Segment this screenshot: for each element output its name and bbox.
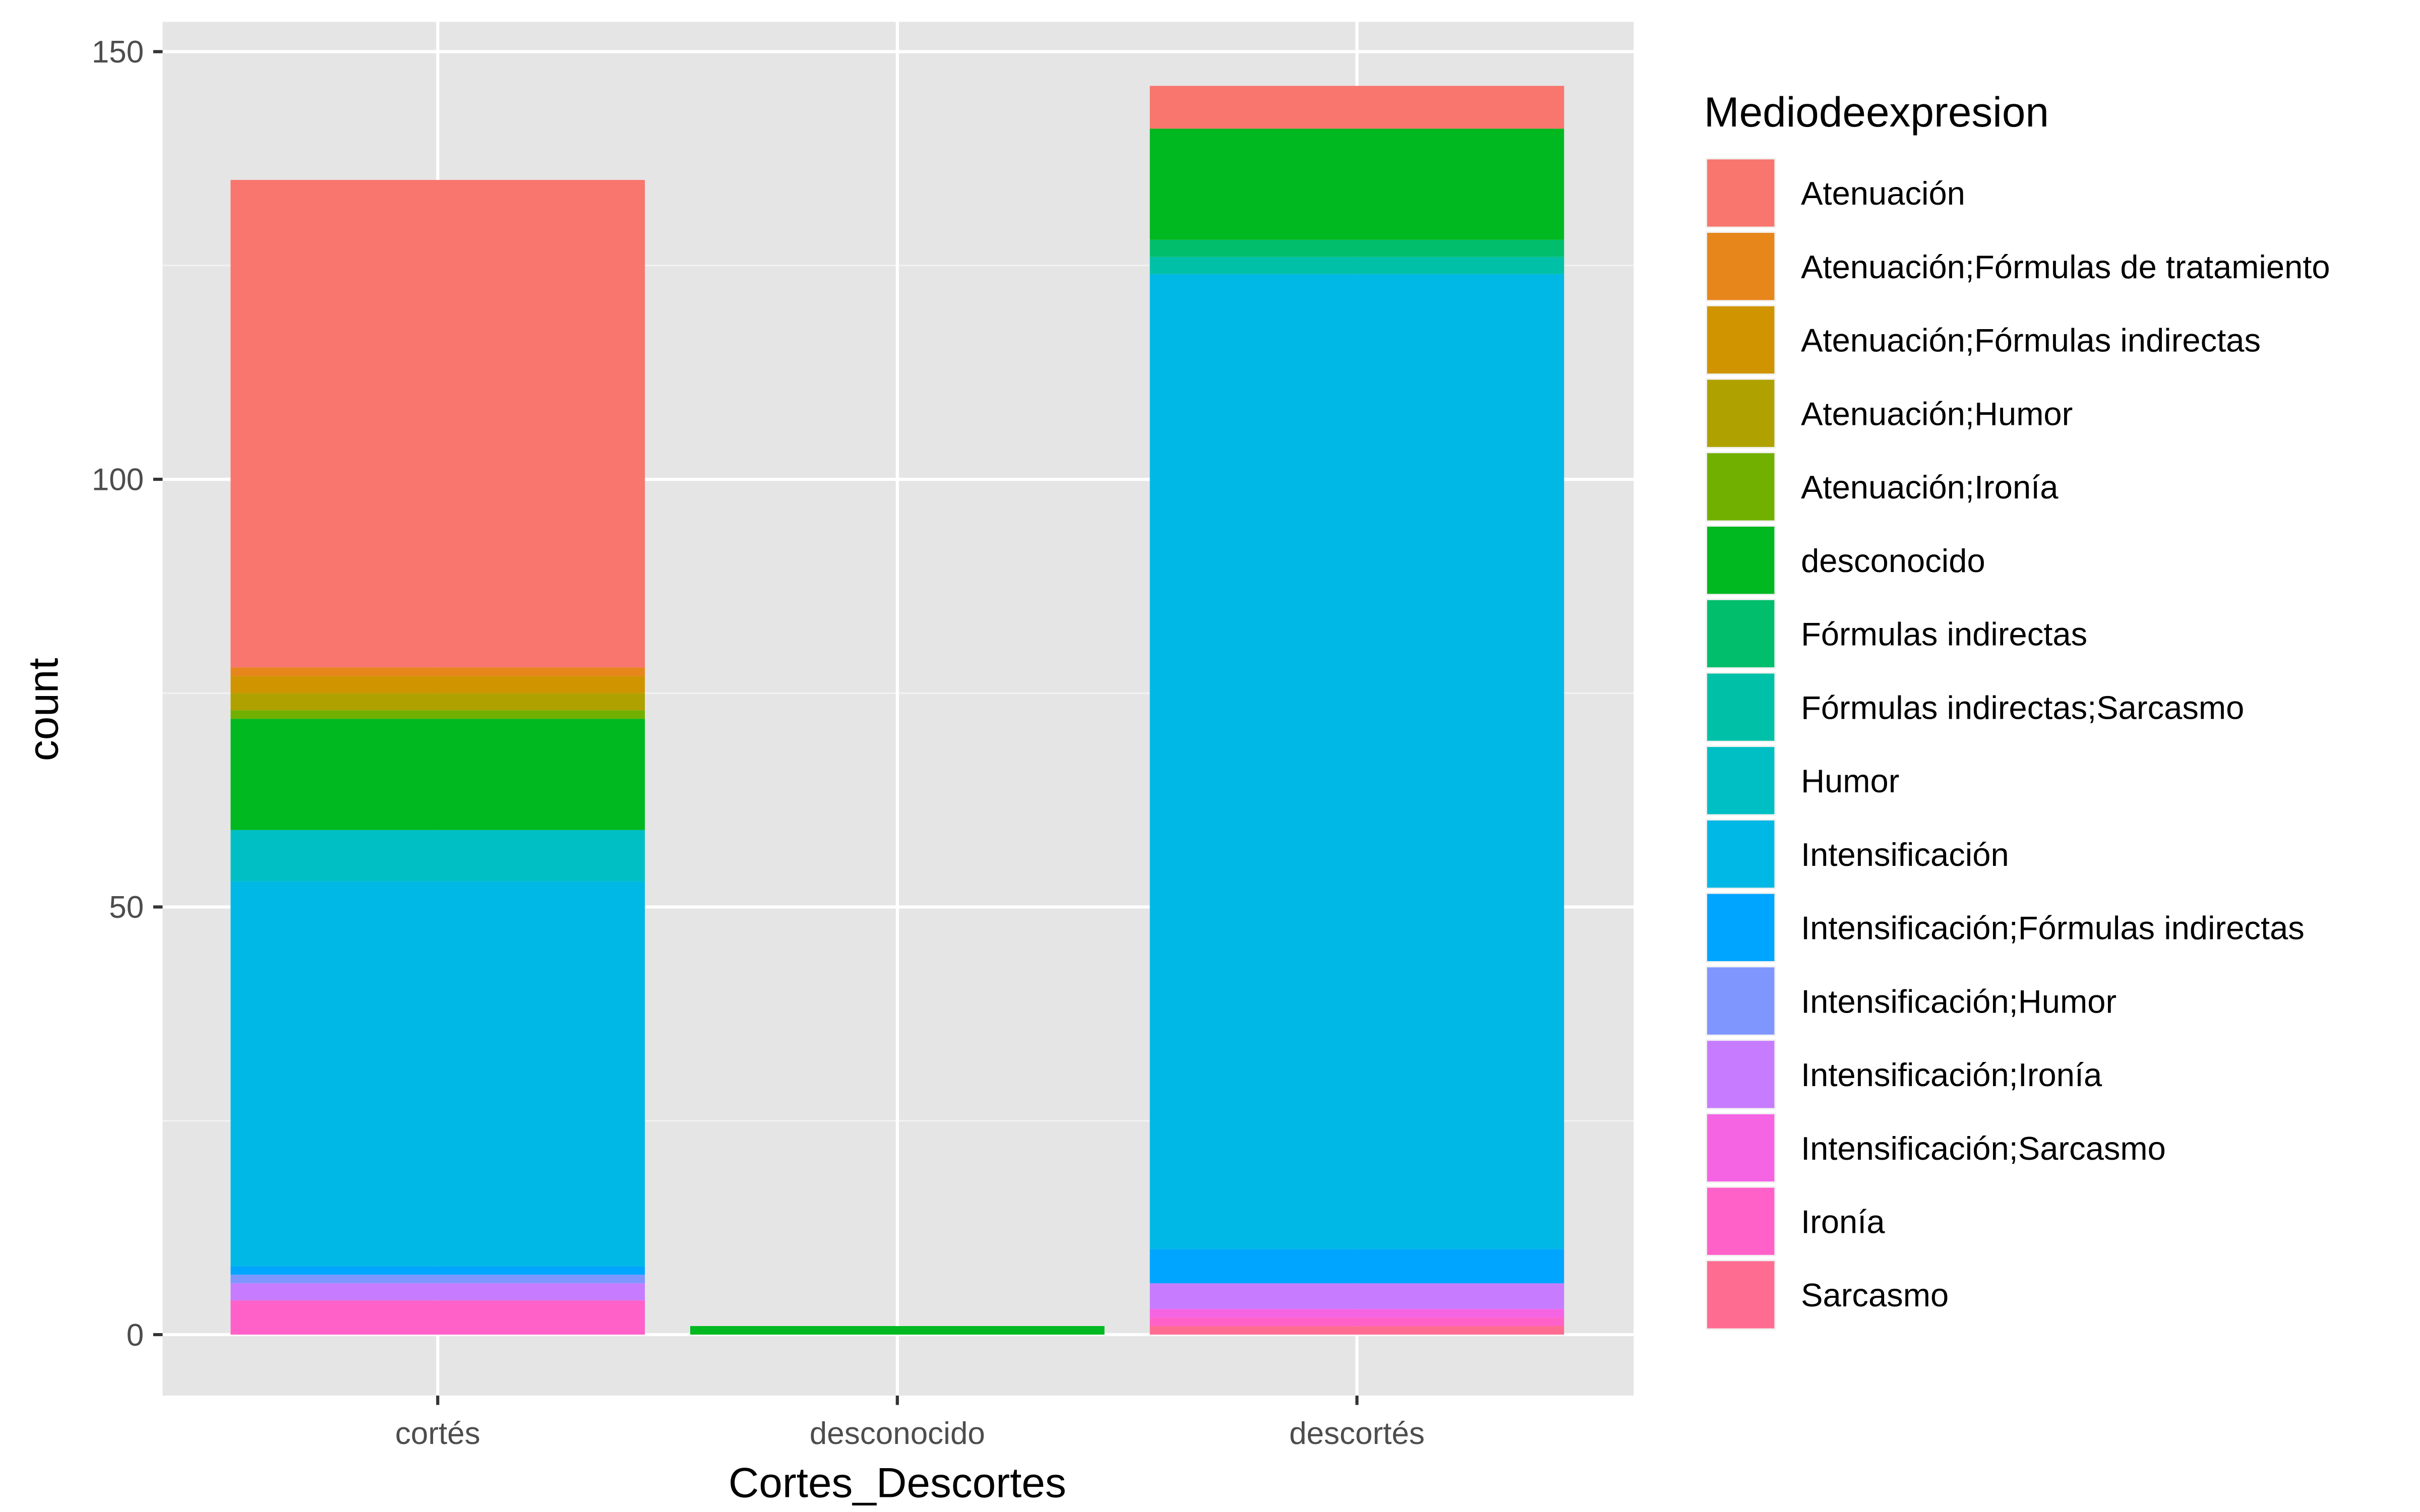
legend-label: Intensificación — [1801, 836, 2009, 873]
y-tick-label: 0 — [127, 1318, 144, 1353]
legend-key — [1707, 1261, 1775, 1329]
legend-key — [1707, 894, 1775, 961]
legend-key — [1707, 453, 1775, 521]
bar-segment-cortés-Humor — [230, 830, 645, 881]
bar-segment-cortés-Intensificación;Fórmulas indirectas — [230, 1266, 645, 1275]
legend-label: Humor — [1801, 763, 1899, 799]
x-tick-label: desconocido — [810, 1416, 985, 1451]
legend-key — [1707, 1187, 1775, 1255]
y-tick-label: 150 — [92, 35, 144, 70]
bars — [230, 86, 1564, 1335]
y-tick-label: 50 — [109, 890, 144, 925]
legend-label: desconocido — [1801, 542, 1985, 579]
bar-segment-cortés-Ironía — [230, 1300, 645, 1335]
bar-segment-descortés-Intensificación;Sarcasmo — [1150, 1309, 1564, 1318]
bar-segment-descortés-Sarcasmo — [1150, 1326, 1564, 1335]
legend-key — [1707, 159, 1775, 227]
legend-key — [1707, 600, 1775, 668]
legend-label: Fórmulas indirectas;Sarcasmo — [1801, 689, 2244, 726]
legend-key — [1707, 380, 1775, 447]
y-axis: 0 50 100 150 — [92, 35, 163, 1353]
bar-segment-descortés-desconocido — [1150, 129, 1564, 240]
legend-label: Sarcasmo — [1801, 1277, 1949, 1313]
legend-label: Ironía — [1801, 1204, 1885, 1240]
bar-segment-cortés-Intensificación;Ironía — [230, 1283, 645, 1301]
legend-key — [1707, 1114, 1775, 1182]
x-axis-title: Cortes_Descortes — [729, 1459, 1066, 1506]
x-tick-label: cortés — [395, 1416, 480, 1451]
legend: Mediodeexpresion Atenuación Atenuación;Fó… — [1704, 88, 2330, 1330]
bar-segment-cortés-Atenuación;Ironía — [230, 710, 645, 719]
x-axis: cortés desconocido descortés — [395, 1395, 1425, 1451]
y-tick-label: 100 — [92, 463, 144, 497]
legend-key — [1707, 1041, 1775, 1108]
bar-segment-descortés-Atenuación — [1150, 86, 1564, 129]
legend-label: Intensificación;Sarcasmo — [1801, 1130, 2166, 1167]
legend-label: Intensificación;Fórmulas indirectas — [1801, 910, 2305, 947]
x-tick-label: descortés — [1289, 1416, 1425, 1451]
legend-title: Mediodeexpresion — [1704, 88, 2049, 136]
bar-segment-cortés-Atenuación;Humor — [230, 693, 645, 711]
legend-key — [1707, 747, 1775, 814]
legend-label: Intensificación;Ironía — [1801, 1056, 2102, 1093]
bar-segment-cortés-desconocido — [230, 719, 645, 830]
legend-key — [1707, 233, 1775, 300]
legend-label: Atenuación;Ironía — [1801, 469, 2059, 506]
legend-key — [1707, 306, 1775, 374]
bar-segment-descortés-Fórmulas indirectas — [1150, 239, 1564, 257]
bar-segment-cortés-Atenuación;Fórmulas indirectas — [230, 676, 645, 694]
bar-segment-cortés-Intensificación — [230, 881, 645, 1267]
legend-key — [1707, 967, 1775, 1035]
bar-segment-descortés-Intensificación — [1150, 274, 1564, 1249]
bar-segment-cortés-Atenuación;Fórmulas de tratamiento — [230, 667, 645, 676]
y-axis-title: count — [20, 658, 67, 761]
legend-label: Fórmulas indirectas — [1801, 616, 2087, 653]
bar-segment-descortés-Intensificación;Ironía — [1150, 1283, 1564, 1309]
legend-label: Atenuación;Humor — [1801, 395, 2073, 432]
legend-label: Atenuación;Fórmulas de tratamiento — [1801, 248, 2330, 285]
bar-segment-descortés-Ironía — [1150, 1317, 1564, 1327]
legend-label: Atenuación — [1801, 175, 1965, 212]
legend-key — [1707, 673, 1775, 741]
bar-segment-descortés-Intensificación;Fórmulas indirectas — [1150, 1249, 1564, 1284]
legend-key — [1707, 820, 1775, 888]
legend-label: Intensificación;Humor — [1801, 983, 2116, 1020]
bar-segment-cortés-Atenuación — [230, 180, 645, 668]
bar-segment-descortés-Fórmulas indirectas;Sarcasmo — [1150, 257, 1564, 274]
bar-segment-cortés-Intensificación;Humor — [230, 1275, 645, 1284]
bar-segment-desconocido-desconocido — [690, 1326, 1105, 1335]
legend-label: Atenuación;Fórmulas indirectas — [1801, 322, 2261, 359]
legend-key — [1707, 526, 1775, 594]
